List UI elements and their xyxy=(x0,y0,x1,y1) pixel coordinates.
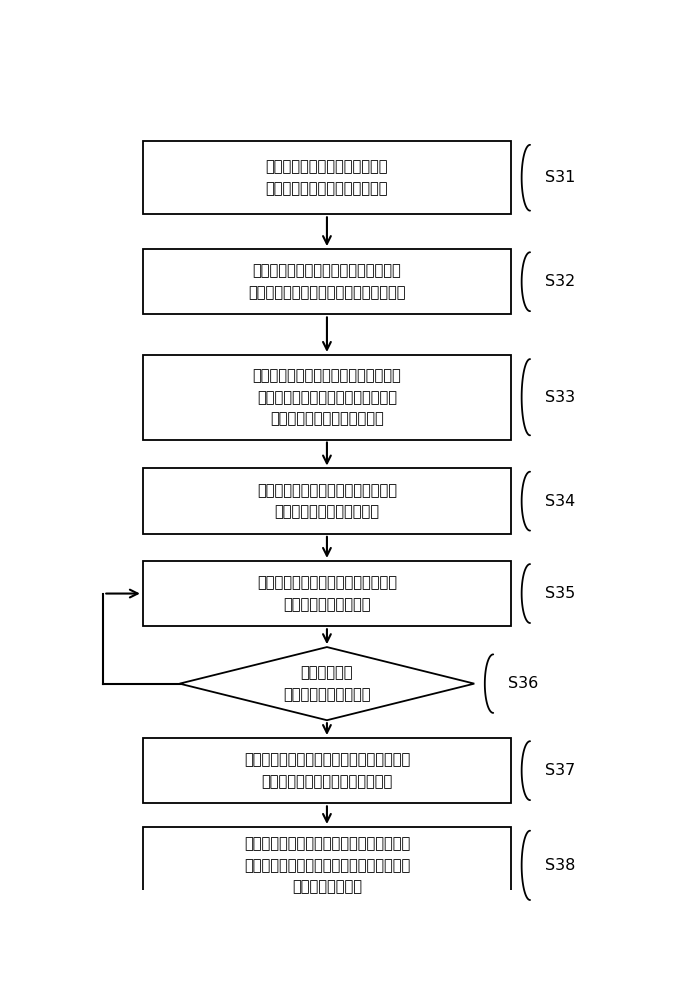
Text: 在前矫正片与后矫正片振动过程中，前矫正
片与后矫正片上的磨砂层对不规则牙齿表面
进行打磨修剪矫正: 在前矫正片与后矫正片振动过程中，前矫正 片与后矫正片上的磨砂层对不规则牙齿表面 … xyxy=(244,836,410,894)
Text: S35: S35 xyxy=(545,586,575,601)
Bar xyxy=(143,141,511,214)
Text: 控制不规则牙齿位置上对应的前矫正片
与后矫正片移动至不规则牙齿位置处
并紧贴在不规则牙齿的上表面: 控制不规则牙齿位置上对应的前矫正片 与后矫正片移动至不规则牙齿位置处 并紧贴在不… xyxy=(253,368,401,426)
Text: 启动振动器控制前矫正片与后矫正片
进行振动使不规则牙齿松动: 启动振动器控制前矫正片与后矫正片 进行振动使不规则牙齿松动 xyxy=(257,483,397,519)
Text: S31: S31 xyxy=(545,170,575,185)
Text: S38: S38 xyxy=(545,858,575,873)
Text: 控制压力器对前矫正片与后矫正片施加压力
对松动的不规则牙齿进行位置矫正: 控制压力器对前矫正片与后矫正片施加压力 对松动的不规则牙齿进行位置矫正 xyxy=(244,752,410,789)
Bar xyxy=(143,355,511,440)
Bar xyxy=(143,827,511,904)
Polygon shape xyxy=(179,647,474,720)
Text: S32: S32 xyxy=(545,274,575,289)
Text: 通过压力传感器实时感测不规则牙齿
与矫正牙套之间的压力: 通过压力传感器实时感测不规则牙齿 与矫正牙套之间的压力 xyxy=(257,575,397,612)
Bar xyxy=(143,561,511,626)
Bar xyxy=(143,468,511,534)
Text: S37: S37 xyxy=(545,763,575,778)
Text: S33: S33 xyxy=(545,390,575,405)
Text: S36: S36 xyxy=(508,676,538,691)
Text: 当患者将护牙套佩戴在口腔上，
启动摄像头摄取患者的牙齿影像: 当患者将护牙套佩戴在口腔上， 启动摄像头摄取患者的牙齿影像 xyxy=(265,159,388,196)
Bar xyxy=(143,738,511,803)
Bar xyxy=(143,249,511,314)
Text: 根据所述牙齿影像与保存在存储器中的
牙齿标准模型定位需要矫正的不规则牙齿: 根据所述牙齿影像与保存在存储器中的 牙齿标准模型定位需要矫正的不规则牙齿 xyxy=(249,263,405,300)
Text: 判断所述压力
是否大于预设压力值？: 判断所述压力 是否大于预设压力值？ xyxy=(283,665,371,702)
Text: S34: S34 xyxy=(545,494,575,509)
